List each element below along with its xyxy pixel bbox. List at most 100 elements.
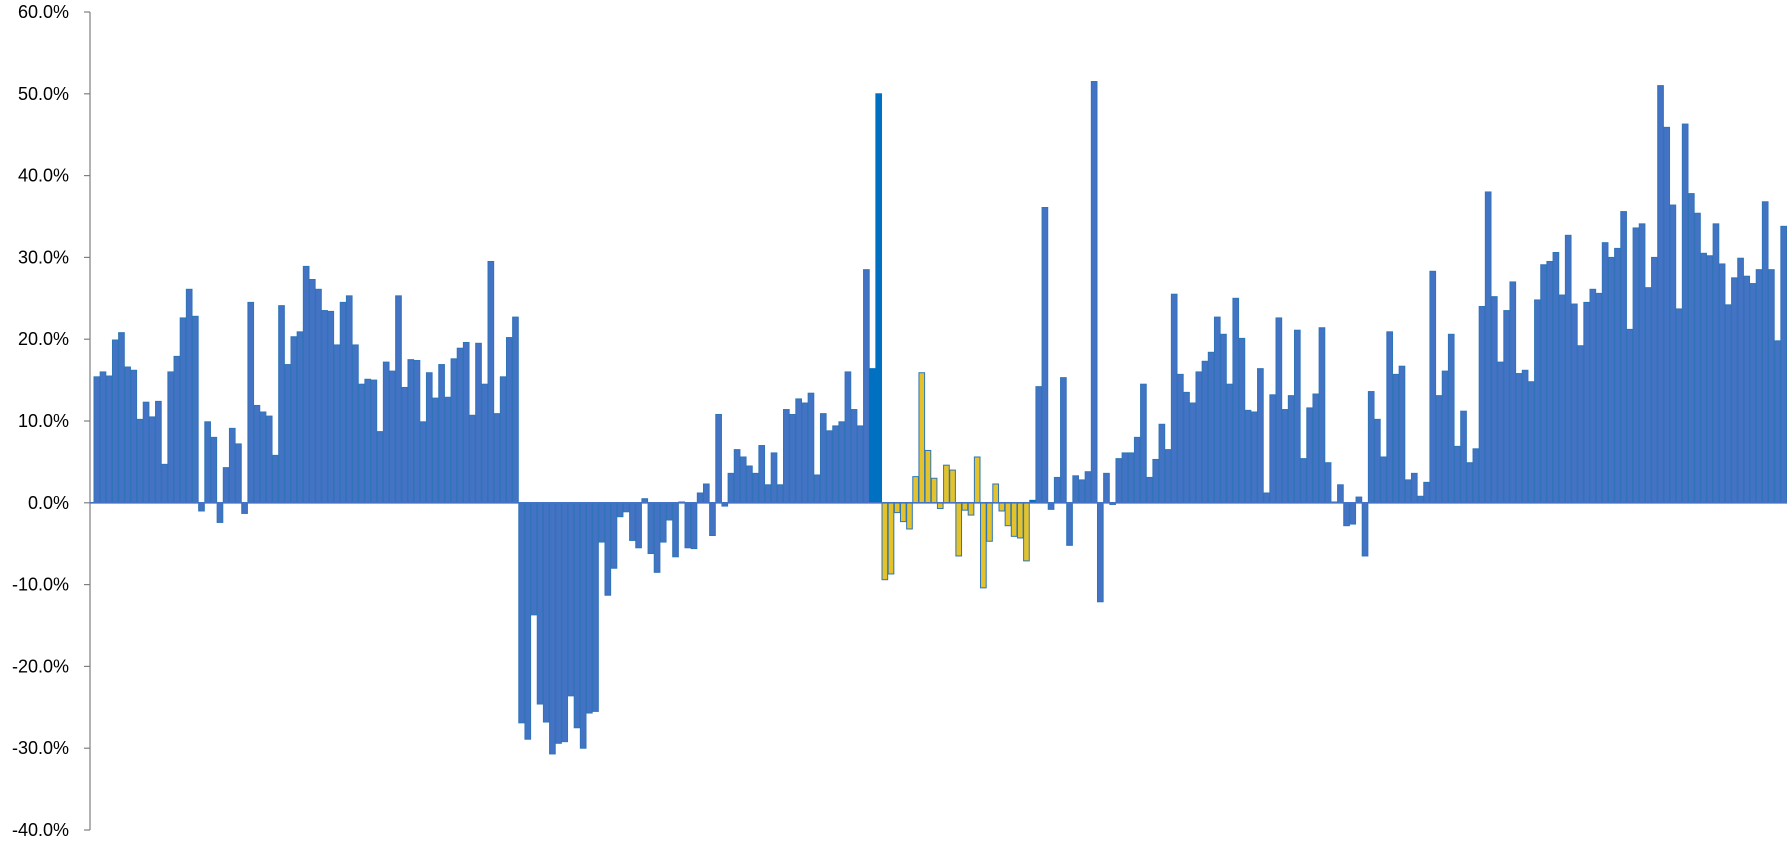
bar (156, 401, 162, 502)
bar (1559, 295, 1565, 503)
bar (1491, 297, 1497, 503)
bar (525, 503, 531, 739)
bar (1344, 503, 1350, 526)
bar (734, 450, 740, 503)
bar (426, 373, 432, 503)
bar (691, 503, 697, 549)
bar (254, 405, 260, 502)
bar (777, 485, 783, 503)
bar (1461, 411, 1467, 503)
bar (1294, 330, 1300, 503)
bar (894, 503, 900, 513)
bar (1141, 384, 1147, 503)
bar (1769, 270, 1775, 503)
bar (599, 503, 605, 542)
bar (660, 503, 666, 542)
bar (236, 444, 242, 503)
bar (1645, 288, 1651, 503)
bar (587, 503, 593, 713)
bar (193, 316, 199, 503)
bar (753, 473, 759, 502)
bar (414, 360, 420, 502)
bar (636, 503, 642, 548)
bar (1171, 294, 1177, 503)
bar (1085, 472, 1091, 503)
y-tick-label: 10.0% (18, 411, 69, 431)
bar (1362, 503, 1368, 556)
bar (1202, 361, 1208, 503)
bar (1652, 257, 1658, 502)
bar (808, 393, 814, 503)
bar (1190, 403, 1196, 503)
bar (1516, 374, 1522, 503)
bar (1750, 284, 1756, 503)
bar (1067, 503, 1073, 546)
bar (1245, 410, 1251, 502)
bar (1553, 252, 1559, 502)
bar (974, 457, 980, 503)
bar (433, 398, 439, 503)
bar (1615, 248, 1621, 502)
bar (1178, 374, 1184, 502)
bar (1153, 459, 1159, 502)
bar (728, 473, 734, 502)
bar (470, 415, 476, 503)
bar (1061, 378, 1067, 503)
bar (451, 359, 457, 503)
bar (999, 503, 1005, 511)
y-tick-label: -20.0% (12, 656, 69, 676)
bar (882, 503, 888, 580)
bar (1381, 457, 1387, 503)
bar (968, 503, 974, 515)
bar (1627, 329, 1633, 502)
bar (796, 399, 802, 503)
bar (1565, 235, 1571, 502)
bar (162, 464, 168, 502)
bar (814, 475, 820, 503)
bar (1732, 278, 1738, 503)
bar (1104, 473, 1110, 502)
bar (802, 403, 808, 503)
bar (260, 412, 266, 503)
bar (359, 384, 365, 503)
bar (303, 266, 309, 502)
bar (1147, 477, 1153, 502)
bar (1288, 396, 1294, 503)
bar (334, 345, 340, 503)
bar (1214, 317, 1220, 503)
bar (1227, 384, 1233, 503)
bar (100, 372, 106, 503)
bar (617, 503, 623, 517)
bar (1676, 309, 1682, 503)
bar (765, 485, 771, 503)
y-tick-label: 60.0% (18, 2, 69, 22)
bar (1584, 302, 1590, 502)
bar (1719, 264, 1725, 503)
bar (1713, 224, 1719, 503)
bar (457, 348, 463, 503)
bar (1695, 213, 1701, 503)
bar (1368, 392, 1374, 503)
bar (1602, 243, 1608, 503)
y-tick-label: 50.0% (18, 84, 69, 104)
bar (322, 311, 328, 503)
bar (1350, 503, 1356, 524)
bar (445, 397, 451, 503)
bar (1134, 437, 1140, 502)
bar (1572, 304, 1578, 503)
bar (864, 270, 870, 503)
bar (593, 503, 599, 712)
bar (383, 362, 389, 503)
bar (1159, 424, 1165, 503)
bar (377, 432, 383, 503)
bar (931, 478, 937, 503)
bar (771, 453, 777, 503)
bar (556, 503, 562, 743)
bar (1036, 387, 1042, 503)
bar (1725, 305, 1731, 503)
bar (1479, 306, 1485, 502)
bar (1393, 374, 1399, 502)
bar (876, 94, 882, 503)
bar (186, 289, 192, 503)
bar (1270, 395, 1276, 503)
